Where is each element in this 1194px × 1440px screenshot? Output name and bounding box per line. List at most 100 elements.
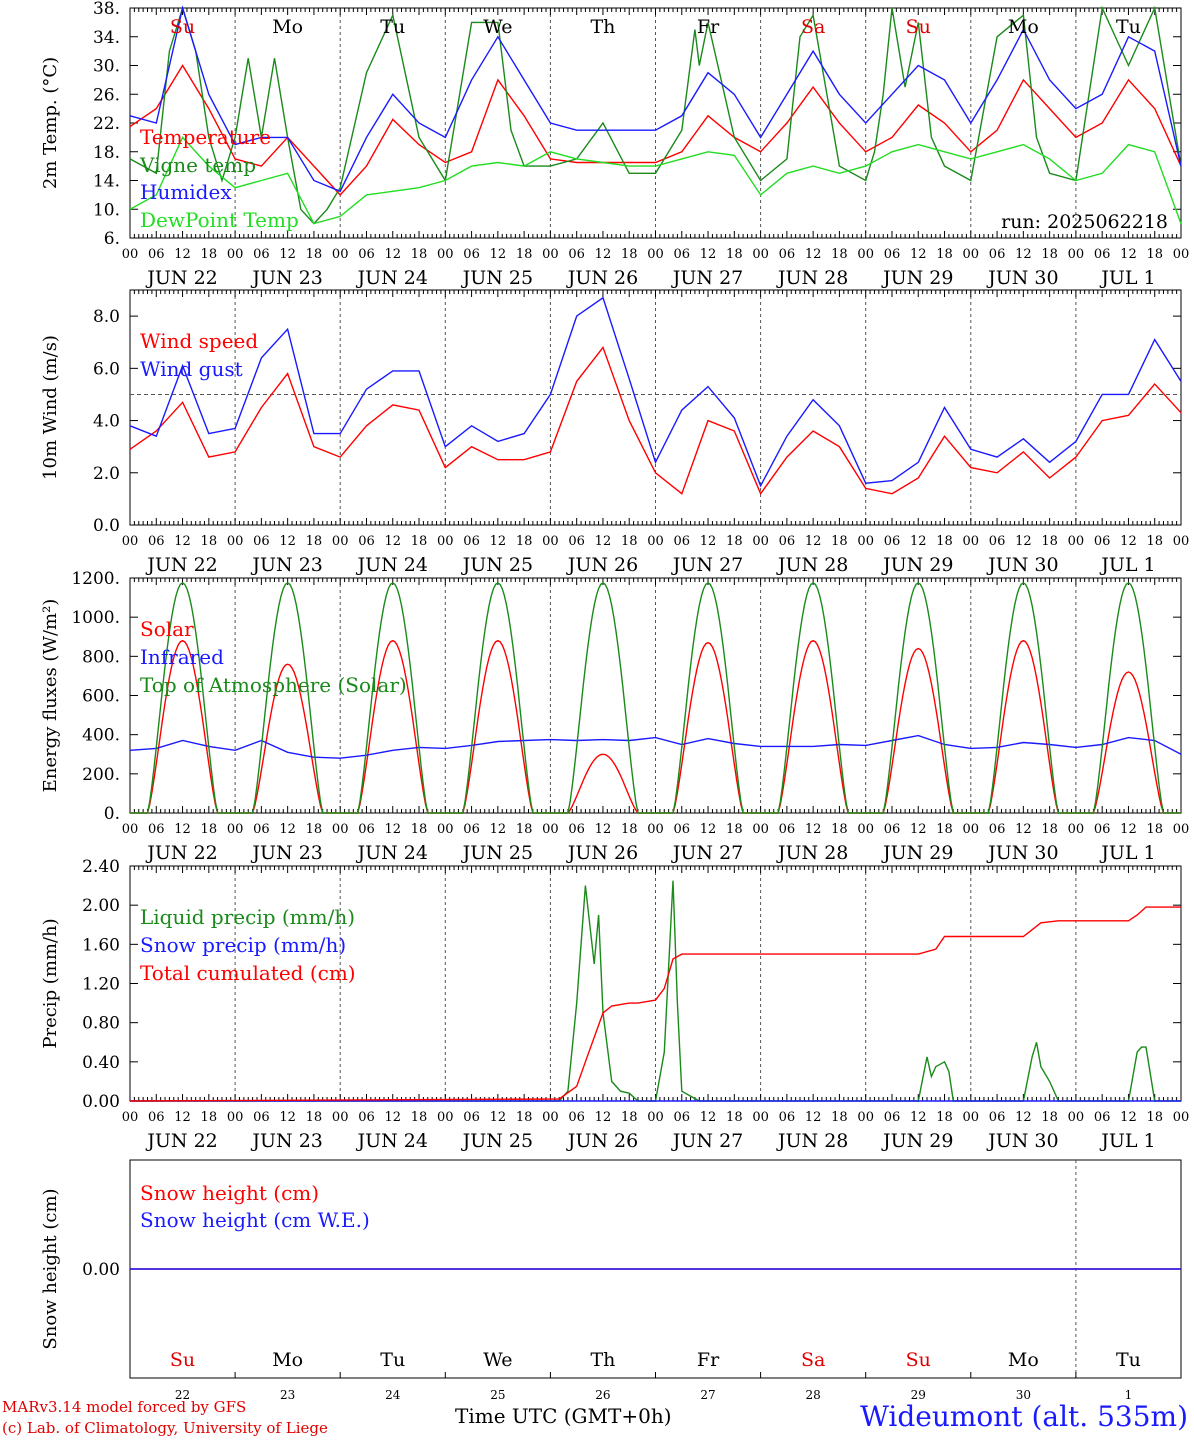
y-tick-label: 14. bbox=[93, 172, 120, 192]
day-label: JUN 26 bbox=[566, 842, 638, 864]
legend-label: Wind gust bbox=[140, 357, 243, 381]
hour-tick-label: 06 bbox=[463, 1110, 480, 1125]
hour-tick-label: 18 bbox=[831, 534, 848, 549]
y-tick-label: 1200. bbox=[71, 569, 120, 589]
weekday-label-top: Mo bbox=[1008, 16, 1039, 38]
day-number-label: 24 bbox=[385, 1388, 401, 1402]
y-tick-label: 1.20 bbox=[82, 975, 120, 995]
day-label: JUL 1 bbox=[1099, 842, 1155, 864]
hour-tick-label: 12 bbox=[595, 534, 612, 549]
y-tick-label: 2.00 bbox=[82, 896, 120, 916]
day-label: JUN 27 bbox=[671, 1130, 743, 1152]
hour-tick-label: 00 bbox=[122, 1110, 139, 1125]
hour-tick-label: 00 bbox=[542, 247, 559, 262]
hour-tick-label: 00 bbox=[227, 534, 244, 549]
series-line-infrared bbox=[129, 734, 1182, 759]
hour-tick-label: 00 bbox=[1173, 534, 1190, 549]
weekday-label-top: Mo bbox=[272, 16, 303, 38]
panel-3 bbox=[129, 577, 1182, 814]
y-tick-label: 18. bbox=[93, 143, 120, 163]
hour-tick-label: 12 bbox=[1015, 247, 1032, 262]
hour-tick-label: 12 bbox=[384, 534, 401, 549]
weekday-label-top: Su bbox=[170, 16, 195, 38]
day-label: JUN 24 bbox=[356, 267, 428, 289]
day-label: JUN 30 bbox=[986, 267, 1058, 289]
hour-tick-label: 12 bbox=[595, 822, 612, 837]
hour-tick-label: 18 bbox=[936, 247, 953, 262]
hour-tick-label: 18 bbox=[1041, 247, 1058, 262]
day-number-label: 28 bbox=[806, 1388, 821, 1402]
hour-tick-label: 18 bbox=[1041, 1110, 1058, 1125]
y-tick-label: 400. bbox=[82, 726, 120, 746]
hour-tick-label: 00 bbox=[122, 247, 139, 262]
hour-tick-label: 00 bbox=[963, 1110, 980, 1125]
hour-tick-label: 12 bbox=[805, 822, 822, 837]
legend-label: Total cumulated (cm) bbox=[140, 961, 356, 985]
hour-tick-label: 18 bbox=[201, 534, 218, 549]
y-tick-label: 4.0 bbox=[93, 412, 120, 432]
legend-label: DewPoint Temp bbox=[140, 208, 299, 232]
hour-tick-label: 06 bbox=[674, 1110, 691, 1125]
day-number-label: 1 bbox=[1125, 1388, 1133, 1402]
credit-lab: (c) Lab. of Climatology, University of L… bbox=[2, 1419, 328, 1437]
y-axis-title: 2m Temp. (°C) bbox=[40, 57, 61, 189]
day-label: JUN 22 bbox=[145, 842, 217, 864]
day-label: JUN 23 bbox=[250, 554, 322, 576]
hour-tick-label: 06 bbox=[568, 247, 585, 262]
station-name: Wideumont (alt. 535m) bbox=[860, 1400, 1188, 1433]
hour-tick-label: 18 bbox=[621, 1110, 638, 1125]
day-label: JUN 23 bbox=[250, 842, 322, 864]
hour-tick-label: 06 bbox=[989, 822, 1006, 837]
legend-label: Infrared bbox=[140, 645, 224, 669]
hour-tick-label: 12 bbox=[910, 1110, 927, 1125]
hour-tick-label: 12 bbox=[910, 534, 927, 549]
legend-label: Snow precip (mm/h) bbox=[140, 933, 346, 957]
hour-tick-label: 00 bbox=[332, 1110, 349, 1125]
y-tick-label: 26. bbox=[93, 85, 120, 105]
hour-tick-label: 12 bbox=[279, 247, 296, 262]
day-label: JUN 25 bbox=[461, 267, 533, 289]
hour-tick-label: 00 bbox=[1068, 247, 1085, 262]
day-label: JUN 23 bbox=[250, 267, 322, 289]
weekday-label-top: Tu bbox=[1116, 16, 1141, 38]
day-label: JUN 24 bbox=[356, 554, 428, 576]
hour-tick-label: 00 bbox=[647, 822, 664, 837]
y-tick-label: 0.00 bbox=[82, 1092, 120, 1112]
day-label: JUL 1 bbox=[1099, 1130, 1155, 1152]
hour-tick-label: 18 bbox=[1146, 822, 1163, 837]
day-label: JUL 1 bbox=[1099, 267, 1155, 289]
hour-tick-label: 06 bbox=[253, 534, 270, 549]
y-tick-label: 2.40 bbox=[82, 857, 120, 877]
hour-tick-label: 12 bbox=[490, 247, 507, 262]
weekday-label-top: Tu bbox=[380, 16, 405, 38]
hour-tick-label: 12 bbox=[1015, 534, 1032, 549]
hour-tick-label: 00 bbox=[963, 822, 980, 837]
y-tick-label: 0.0 bbox=[93, 516, 120, 536]
hour-tick-label: 12 bbox=[174, 822, 191, 837]
hour-tick-label: 12 bbox=[1015, 822, 1032, 837]
hour-tick-label: 12 bbox=[174, 534, 191, 549]
day-label: JUN 28 bbox=[776, 1130, 848, 1152]
hour-tick-label: 00 bbox=[1173, 1110, 1190, 1125]
run-label: run: 2025062218 bbox=[1001, 211, 1168, 233]
legend-label: Solar bbox=[140, 617, 194, 641]
hour-tick-label: 00 bbox=[857, 534, 874, 549]
day-label: JUN 22 bbox=[145, 554, 217, 576]
day-label: JUN 26 bbox=[566, 1130, 638, 1152]
hour-tick-label: 06 bbox=[253, 247, 270, 262]
hour-tick-label: 00 bbox=[437, 534, 454, 549]
hour-tick-label: 06 bbox=[148, 1110, 165, 1125]
hour-tick-label: 18 bbox=[726, 822, 743, 837]
hour-tick-label: 18 bbox=[1041, 534, 1058, 549]
hour-tick-label: 00 bbox=[227, 247, 244, 262]
hour-tick-label: 12 bbox=[384, 1110, 401, 1125]
day-number-label: 26 bbox=[595, 1388, 610, 1402]
day-label: JUL 1 bbox=[1099, 554, 1155, 576]
day-label: JUN 25 bbox=[461, 554, 533, 576]
hour-tick-label: 06 bbox=[568, 534, 585, 549]
hour-tick-label: 06 bbox=[779, 247, 796, 262]
hour-tick-label: 06 bbox=[884, 534, 901, 549]
hour-tick-label: 12 bbox=[805, 1110, 822, 1125]
hour-tick-label: 18 bbox=[306, 534, 323, 549]
